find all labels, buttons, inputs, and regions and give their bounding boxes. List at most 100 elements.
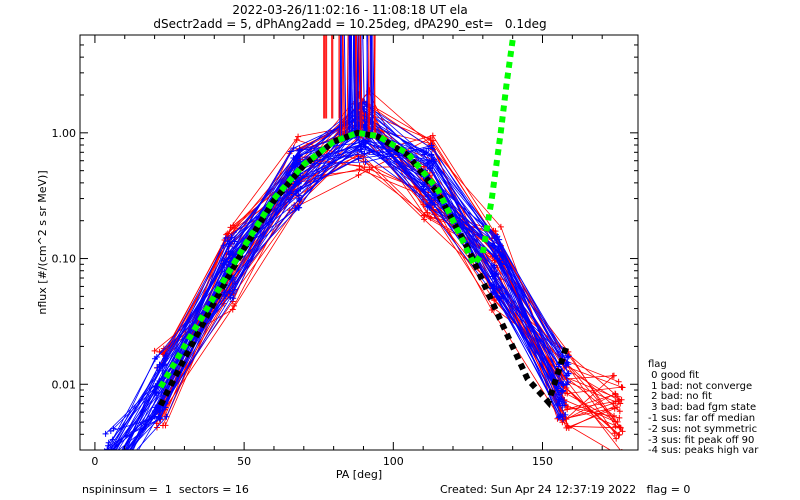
blue-data-point <box>110 446 117 450</box>
legend-item: 1 bad: not converge <box>648 380 753 392</box>
blue-data-point <box>151 355 158 362</box>
blue-spectrum-line <box>113 130 565 450</box>
red-data-point <box>497 223 504 230</box>
blue-data-point <box>229 284 236 291</box>
blue-data-point <box>106 471 112 477</box>
blue-data-point <box>108 453 114 459</box>
blue-data-point <box>565 353 572 360</box>
red-data-point <box>361 164 368 171</box>
blue-data-point <box>107 463 113 469</box>
blue-data-point <box>102 430 109 437</box>
blue-data-point <box>107 451 113 457</box>
blue-data-point <box>558 389 565 396</box>
red-data-point <box>429 137 436 144</box>
blue-data-point <box>497 243 504 250</box>
blue-data-point <box>555 363 562 370</box>
blue-data-point <box>101 453 107 459</box>
blue-spectrum-line <box>129 137 567 450</box>
peak-spike-line <box>351 35 354 139</box>
blue-data-point <box>109 436 116 443</box>
peak-spike-line <box>359 35 363 139</box>
blue-data-point <box>491 264 498 271</box>
peak-spike-line <box>356 35 359 139</box>
red-data-point <box>616 424 623 431</box>
blue-spectrum-line <box>132 116 559 450</box>
blue-data-point <box>109 476 115 482</box>
x-tick-label: 0 <box>91 455 98 468</box>
legend-item: 2 bad: no fit <box>648 391 712 403</box>
blue-data-point <box>107 447 114 450</box>
legend-item: -2 sus: not symmetric <box>648 423 758 435</box>
red-data-point <box>421 211 428 218</box>
y-tick-label: 0.10 <box>52 253 77 266</box>
blue-data-point <box>420 151 427 158</box>
red-data-point <box>162 422 169 429</box>
blue-data-point <box>366 148 373 155</box>
red-data-point <box>613 450 619 456</box>
peak-spike-line <box>370 35 372 139</box>
blue-data-point <box>559 416 566 423</box>
peak-spike-line <box>367 35 370 139</box>
blue-spectrum-line <box>122 153 560 450</box>
blue-spectrum-line <box>106 146 558 450</box>
plot-frame <box>79 34 639 451</box>
blue-data-point <box>105 439 112 446</box>
blue-data-point <box>292 205 299 212</box>
blue-data-point <box>102 476 108 482</box>
red-data-point <box>618 384 625 391</box>
blue-data-point <box>157 415 164 422</box>
peak-spike-line <box>373 35 376 139</box>
red-data-point <box>355 172 362 179</box>
y-tick-label: 1.00 <box>52 127 77 140</box>
blue-data-point <box>224 238 231 245</box>
blue-data-point <box>106 473 112 479</box>
blue-data-point <box>104 446 111 450</box>
red-data-point <box>223 231 230 238</box>
legend-item: 3 bad: bad fgm state <box>648 402 757 414</box>
peak-spike-line <box>362 35 366 139</box>
blue-data-point <box>563 381 570 388</box>
blue-data-point <box>113 458 119 464</box>
blue-data-point <box>290 145 297 152</box>
blue-data-point <box>229 290 236 297</box>
footer-right: Created: Sun Apr 24 12:37:19 2022 flag =… <box>440 483 691 496</box>
blue-spectrum-line <box>130 111 560 450</box>
blue-data-point <box>362 159 369 165</box>
blue-data-point <box>493 271 500 278</box>
blue-data-point <box>103 466 109 472</box>
peak-spike-line <box>339 35 342 139</box>
blue-data-point <box>106 467 112 473</box>
blue-data-point <box>296 146 303 153</box>
blue-data-point <box>500 294 507 301</box>
blue-data-point <box>496 295 503 302</box>
blue-spectrum-line <box>138 125 568 450</box>
red-data-point <box>429 132 436 139</box>
blue-data-point <box>290 154 297 161</box>
legend-title: flag <box>648 359 667 370</box>
red-data-point <box>564 423 571 430</box>
green-fit-curve <box>158 39 516 389</box>
chart-title-line2: dSectr2add = 5, dPhAng2add = 10.25deg, d… <box>153 17 547 31</box>
red-data-point <box>295 133 302 140</box>
blue-data-point <box>222 235 229 242</box>
red-data-point <box>615 398 622 405</box>
x-tick-label: 100 <box>383 455 404 468</box>
x-tick-label: 150 <box>532 455 553 468</box>
blue-data-point <box>163 413 170 420</box>
blue-data-point <box>426 203 433 210</box>
red-data-point <box>151 347 158 354</box>
x-tick-label: 50 <box>237 455 251 468</box>
chart-title-line1: 2022-03-26/11:02:16 - 11:08:18 UT ela <box>232 3 468 17</box>
blue-data-point <box>562 411 569 418</box>
blue-spectrum-line <box>122 148 560 450</box>
blue-data-point <box>360 141 367 148</box>
blue-data-point <box>290 162 297 169</box>
blue-data-point <box>563 360 570 367</box>
x-axis-label: PA [deg] <box>336 468 382 481</box>
blue-data-point <box>565 378 572 385</box>
y-tick-label: 0.01 <box>52 378 77 391</box>
peak-spike-line <box>346 35 349 139</box>
blue-data-point <box>231 238 238 245</box>
blue-data-point <box>110 453 116 459</box>
peak-spike-line <box>370 35 374 139</box>
